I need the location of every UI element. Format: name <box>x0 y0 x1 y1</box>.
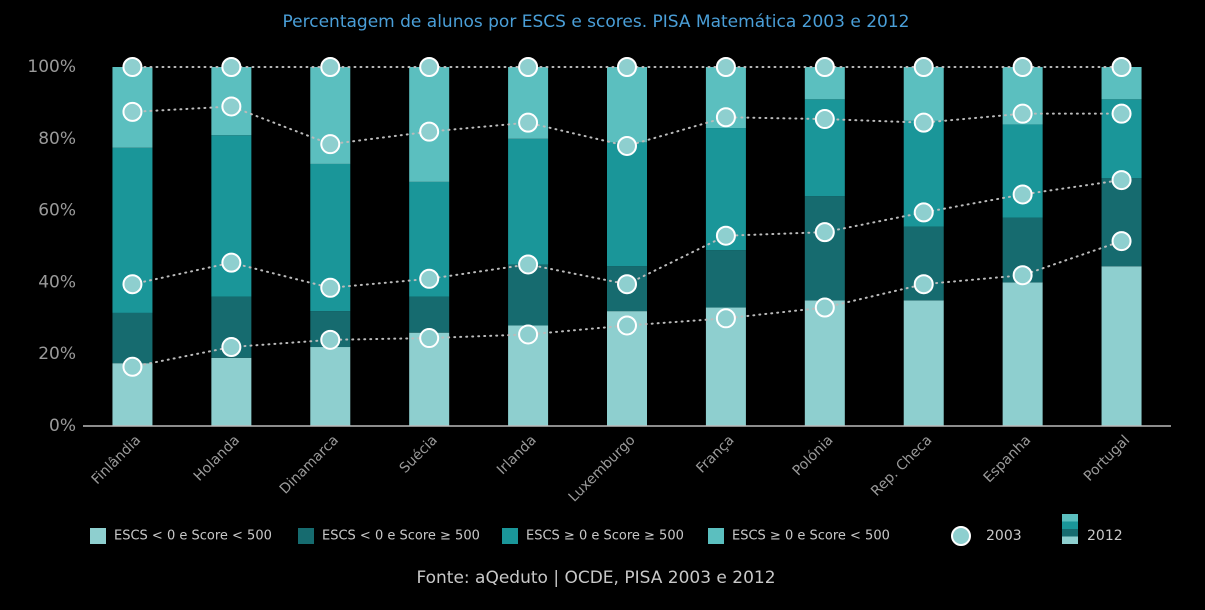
marker-2003 <box>221 96 242 117</box>
y-tick-label: 0% <box>49 416 76 436</box>
x-tick-label: Dinamarca <box>277 432 342 497</box>
y-tick-label: 80% <box>38 129 76 149</box>
x-tick-label: Portugal <box>1081 432 1133 484</box>
marker-2003 <box>814 57 835 77</box>
y-tick-label: 100% <box>27 57 76 77</box>
x-tick-label: França <box>693 432 737 476</box>
marker-2003 <box>518 112 539 133</box>
marker-2003 <box>913 202 934 223</box>
x-tick-label: Finlândia <box>89 432 145 488</box>
bar-segment <box>310 347 351 426</box>
bar-segment <box>508 138 549 265</box>
marker-2003 <box>913 57 934 77</box>
marker-2003 <box>1111 57 1132 77</box>
marker-2003 <box>913 112 934 133</box>
bar-segment <box>211 357 252 426</box>
bar-segment <box>1101 266 1142 426</box>
legend-swatch <box>298 528 314 544</box>
chart-title: Percentagem de alunos por ESCS e scores.… <box>283 12 910 32</box>
bar-segment <box>1002 282 1043 426</box>
marker-2003 <box>814 109 835 130</box>
marker-2003 <box>122 57 143 77</box>
bar-segment <box>804 196 845 301</box>
marker-2003 <box>1012 103 1033 124</box>
marker-2003 <box>518 254 539 275</box>
marker-2003 <box>1111 170 1132 191</box>
marker-2003 <box>617 135 637 156</box>
bar-segment <box>508 264 549 326</box>
marker-2003 <box>715 308 736 329</box>
marker-2003 <box>419 57 440 77</box>
marker-2003 <box>122 274 143 295</box>
legend-label: ESCS ≥ 0 e Score < 500 <box>732 529 890 544</box>
x-tick-label: Suécia <box>397 432 441 476</box>
legend-swatch <box>1062 529 1078 537</box>
marker-2003 <box>913 274 934 295</box>
x-tick-label: Holanda <box>191 432 243 484</box>
marker-2003 <box>221 337 242 358</box>
marker-2003 <box>617 57 637 77</box>
marker-2003 <box>320 277 341 298</box>
bar-segment <box>607 67 647 143</box>
bar-segment <box>409 296 450 333</box>
marker-2003 <box>715 107 736 128</box>
bar-segment <box>112 312 153 364</box>
marker-2003 <box>419 328 440 349</box>
marker-2003 <box>814 297 835 318</box>
legend-swatch <box>502 528 518 544</box>
x-tick-label: Rep. Checa <box>868 432 935 499</box>
marker-2003 <box>1111 231 1132 252</box>
legend-swatch <box>1062 514 1078 522</box>
marker-2003 <box>1111 103 1132 124</box>
marker-2003 <box>419 121 440 142</box>
source: Fonte: aQeduto | OCDE, PISA 2003 e 2012 <box>416 568 775 588</box>
x-tick-label: Polónia <box>790 432 837 479</box>
legend-swatch <box>708 528 724 544</box>
legend-marker <box>951 526 971 546</box>
x-tick-label: Luxemburgo <box>566 432 639 505</box>
marker-2003 <box>617 315 637 336</box>
legend-label: ESCS < 0 e Score ≥ 500 <box>322 529 480 544</box>
legend-label: 2012 <box>1087 528 1123 544</box>
legend-swatch <box>90 528 106 544</box>
legend-label: 2003 <box>986 528 1022 544</box>
bar-segment <box>705 250 746 308</box>
marker-2003 <box>419 268 440 289</box>
bar-segment <box>1101 178 1142 267</box>
marker-2003 <box>715 57 736 77</box>
marker-2003 <box>1012 265 1033 286</box>
marker-2003 <box>1012 57 1033 77</box>
marker-2003 <box>221 252 242 273</box>
y-tick-label: 20% <box>38 344 76 364</box>
y-tick-label: 40% <box>38 272 76 292</box>
legend-swatch <box>1062 521 1078 529</box>
x-tick-label: Espanha <box>981 432 1035 486</box>
bar-segment <box>804 300 845 426</box>
marker-2003 <box>122 356 143 377</box>
marker-2003 <box>715 225 736 246</box>
marker-2003 <box>320 57 341 77</box>
marker-2003 <box>617 274 637 295</box>
legend-label: ESCS ≥ 0 e Score ≥ 500 <box>526 529 684 544</box>
marker-2003 <box>221 57 242 77</box>
marker-2003 <box>518 324 539 345</box>
marker-2003 <box>518 57 539 77</box>
bar-segment <box>607 142 647 267</box>
bar-segment <box>409 332 450 426</box>
bar-segment <box>903 300 944 426</box>
marker-2003 <box>814 222 835 243</box>
legend-swatch <box>1062 536 1078 544</box>
x-tick-label: Irlanda <box>494 432 540 478</box>
marker-2003 <box>320 329 341 350</box>
y-tick-label: 60% <box>38 201 76 221</box>
legend-label: ESCS < 0 e Score < 500 <box>114 529 272 544</box>
marker-2003 <box>122 101 143 122</box>
marker-2003 <box>320 134 341 155</box>
marker-2003 <box>1012 184 1033 205</box>
